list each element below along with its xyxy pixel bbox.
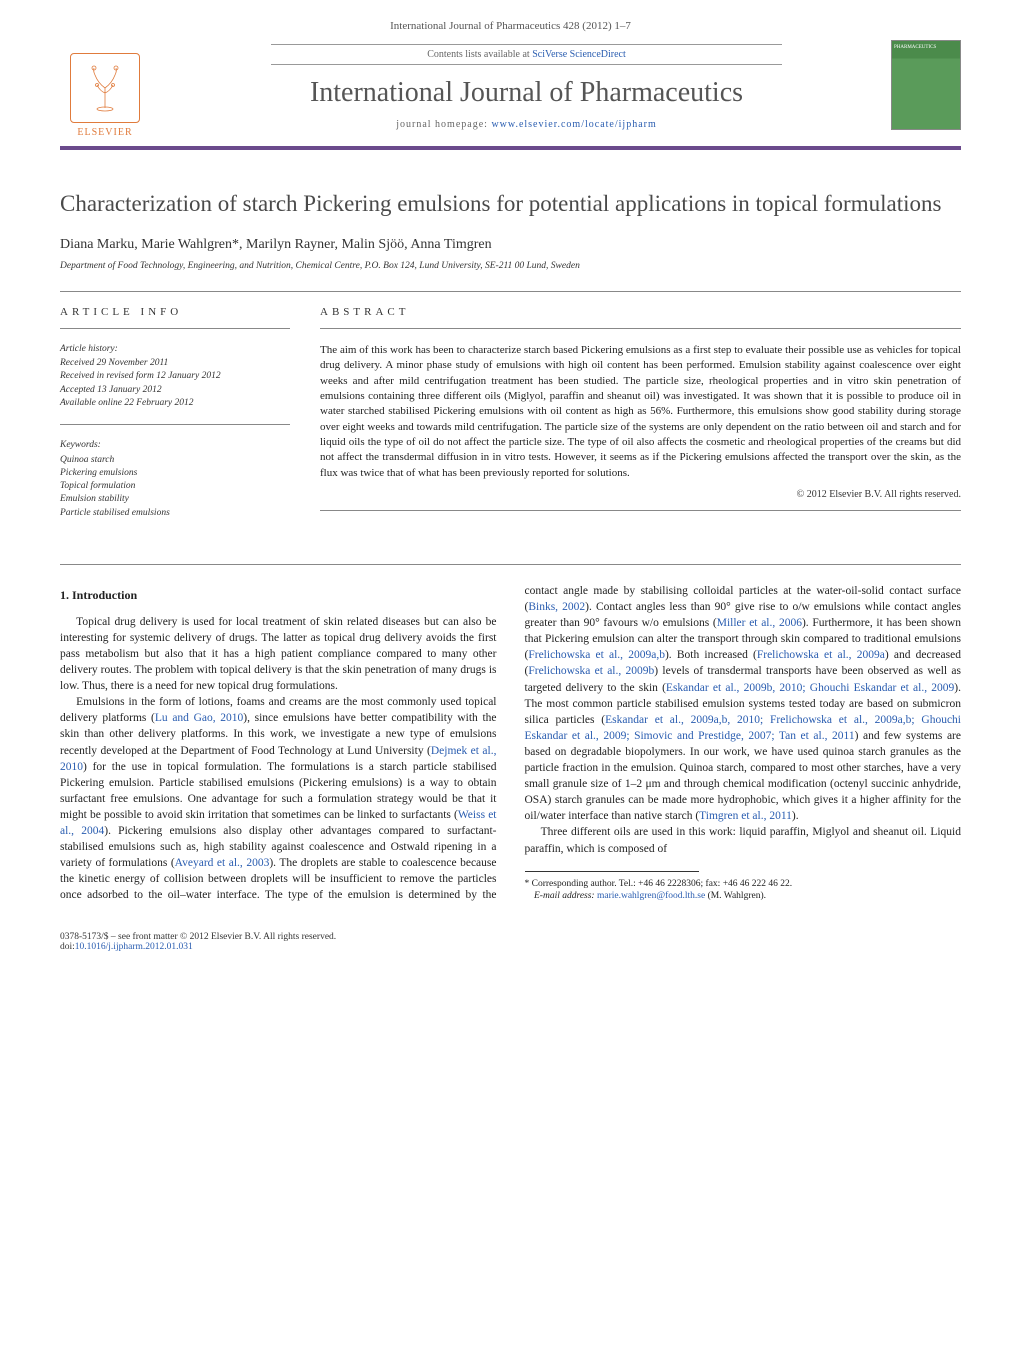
citation-link[interactable]: Timgren et al., 2011 (699, 810, 792, 822)
keyword: Topical formulation (60, 481, 135, 491)
body-paragraph: Three different oils are used in this wo… (525, 824, 962, 856)
citation-link[interactable]: Frelichowska et al., 2009a,b (528, 649, 665, 661)
article-body: Characterization of starch Pickering emu… (0, 150, 1021, 924)
email-link[interactable]: marie.wahlgren@food.lth.se (597, 891, 705, 901)
text-run: ). (792, 810, 799, 822)
citation-link[interactable]: Frelichowska et al., 2009b (528, 665, 654, 677)
keywords-block: Keywords: Quinoa starch Pickering emulsi… (60, 439, 290, 520)
text-run: ) and few systems are based on degradabl… (525, 730, 962, 822)
revised-date: Received in revised form 12 January 2012 (60, 371, 221, 381)
keyword: Pickering emulsions (60, 468, 137, 478)
elsevier-logo: ELSEVIER (60, 38, 150, 138)
citation-link[interactable]: Lu and Gao, 2010 (155, 712, 243, 724)
body-paragraph: Topical drug delivery is used for local … (60, 614, 497, 694)
article-title: Characterization of starch Pickering emu… (60, 190, 961, 219)
homepage-line: journal homepage: www.elsevier.com/locat… (162, 119, 891, 130)
journal-title-block: Contents lists available at SciVerse Sci… (162, 44, 891, 138)
citation-link[interactable]: Binks, 2002 (528, 601, 585, 613)
divider (60, 328, 290, 329)
journal-header: ELSEVIER Contents lists available at Sci… (60, 38, 961, 150)
doi-link[interactable]: 10.1016/j.ijpharm.2012.01.031 (75, 942, 193, 952)
citation-link[interactable]: Eskandar et al., 2009b, 2010; Ghouchi Es… (666, 682, 954, 694)
contents-available-line: Contents lists available at SciVerse Sci… (271, 44, 781, 65)
page-footer: 0378-5173/$ – see front matter © 2012 El… (0, 924, 1021, 982)
main-text-columns: 1. Introduction Topical drug delivery is… (60, 583, 961, 903)
citation-link[interactable]: Miller et al., 2006 (717, 617, 802, 629)
text-run: ) for the use in topical formulation. Th… (60, 761, 497, 821)
elsevier-name: ELSEVIER (77, 127, 132, 138)
homepage-prefix: journal homepage: (396, 119, 491, 130)
section-heading: 1. Introduction (60, 587, 497, 604)
email-line: E-mail address: marie.wahlgren@food.lth.… (525, 890, 962, 902)
abstract-copyright: © 2012 Elsevier B.V. All rights reserved… (320, 489, 961, 500)
email-label: E-mail address: (534, 891, 597, 901)
keyword: Quinoa starch (60, 455, 114, 465)
article-info-label: ARTICLE INFO (60, 306, 290, 318)
text-run: ). Both increased ( (665, 649, 757, 661)
keyword: Emulsion stability (60, 494, 129, 504)
keyword: Particle stabilised emulsions (60, 508, 170, 518)
info-abstract-row: ARTICLE INFO Article history: Received 2… (60, 306, 961, 534)
homepage-link[interactable]: www.elsevier.com/locate/ijpharm (491, 119, 656, 130)
doi-prefix: doi: (60, 942, 75, 952)
footer-left: 0378-5173/$ – see front matter © 2012 El… (60, 932, 336, 952)
footnote-separator (525, 871, 700, 872)
footnote-block: * Corresponding author. Tel.: +46 46 222… (525, 871, 962, 903)
divider (320, 510, 961, 511)
divider (320, 328, 961, 329)
email-suffix: (M. Wahlgren). (705, 891, 766, 901)
contents-prefix: Contents lists available at (427, 49, 532, 60)
journal-name: International Journal of Pharmaceutics (162, 77, 891, 109)
abstract-text: The aim of this work has been to charact… (320, 343, 961, 482)
divider (60, 424, 290, 425)
online-date: Available online 22 February 2012 (60, 398, 194, 408)
article-info-column: ARTICLE INFO Article history: Received 2… (60, 306, 290, 534)
accepted-date: Accepted 13 January 2012 (60, 385, 162, 395)
abstract-label: ABSTRACT (320, 306, 961, 318)
article-history-block: Article history: Received 29 November 20… (60, 343, 290, 410)
received-date: Received 29 November 2011 (60, 358, 168, 368)
elsevier-tree-icon (70, 53, 140, 123)
sciencedirect-link[interactable]: SciVerse ScienceDirect (532, 49, 626, 60)
corresponding-author: * Corresponding author. Tel.: +46 46 222… (525, 878, 962, 890)
history-header: Article history: (60, 343, 290, 356)
divider (60, 291, 961, 292)
citation-link[interactable]: Aveyard et al., 2003 (175, 857, 270, 869)
journal-cover-thumbnail (891, 40, 961, 130)
front-matter-line: 0378-5173/$ – see front matter © 2012 El… (60, 932, 336, 942)
divider-full (60, 564, 961, 565)
authors-line: Diana Marku, Marie Wahlgren*, Marilyn Ra… (60, 237, 961, 253)
affiliation-line: Department of Food Technology, Engineeri… (60, 261, 961, 271)
citation-link[interactable]: Frelichowska et al., 2009a (757, 649, 885, 661)
running-header: International Journal of Pharmaceutics 4… (0, 0, 1021, 38)
doi-line: doi:10.1016/j.ijpharm.2012.01.031 (60, 942, 336, 952)
keywords-header: Keywords: (60, 439, 290, 452)
abstract-column: ABSTRACT The aim of this work has been t… (320, 306, 961, 534)
